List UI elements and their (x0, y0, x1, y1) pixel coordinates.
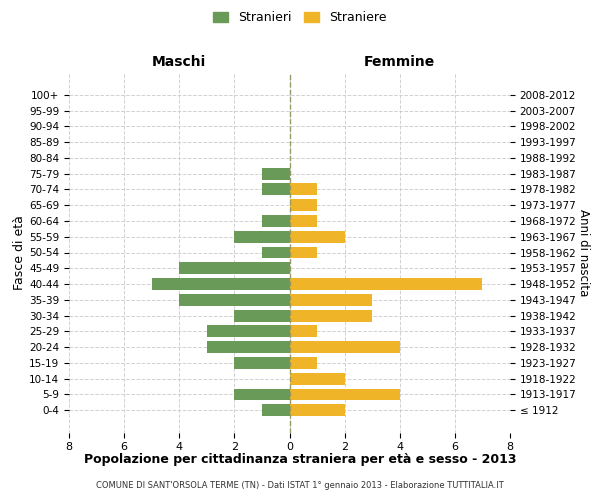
Bar (262, 184, 290, 196)
Bar (290, 246, 317, 258)
Bar (290, 373, 344, 384)
Bar (262, 246, 290, 258)
Legend: Stranieri, Straniere: Stranieri, Straniere (208, 6, 392, 29)
Bar (290, 215, 317, 227)
Y-axis label: Anni di nascita: Anni di nascita (577, 209, 590, 296)
Bar (235, 388, 290, 400)
Bar (290, 200, 317, 211)
Bar (290, 404, 344, 416)
Bar (290, 388, 400, 400)
Bar (207, 341, 290, 353)
Bar (290, 278, 482, 290)
Bar (290, 231, 344, 242)
Bar (152, 278, 290, 290)
Bar (179, 262, 290, 274)
Bar (262, 168, 290, 179)
Bar (235, 310, 290, 322)
Bar (290, 341, 400, 353)
Bar (179, 294, 290, 306)
Bar (290, 310, 372, 322)
Bar (290, 326, 317, 338)
Bar (235, 357, 290, 369)
Bar (207, 326, 290, 338)
Text: Femmine: Femmine (364, 55, 436, 69)
Text: Maschi: Maschi (152, 55, 206, 69)
Text: COMUNE DI SANT'ORSOLA TERME (TN) - Dati ISTAT 1° gennaio 2013 - Elaborazione TUT: COMUNE DI SANT'ORSOLA TERME (TN) - Dati … (96, 481, 504, 490)
Y-axis label: Fasce di età: Fasce di età (13, 215, 26, 290)
Bar (262, 404, 290, 416)
Bar (290, 357, 317, 369)
Bar (235, 231, 290, 242)
Bar (290, 294, 372, 306)
Bar (290, 184, 317, 196)
Bar (262, 215, 290, 227)
Text: Popolazione per cittadinanza straniera per età e sesso - 2013: Popolazione per cittadinanza straniera p… (84, 452, 516, 466)
